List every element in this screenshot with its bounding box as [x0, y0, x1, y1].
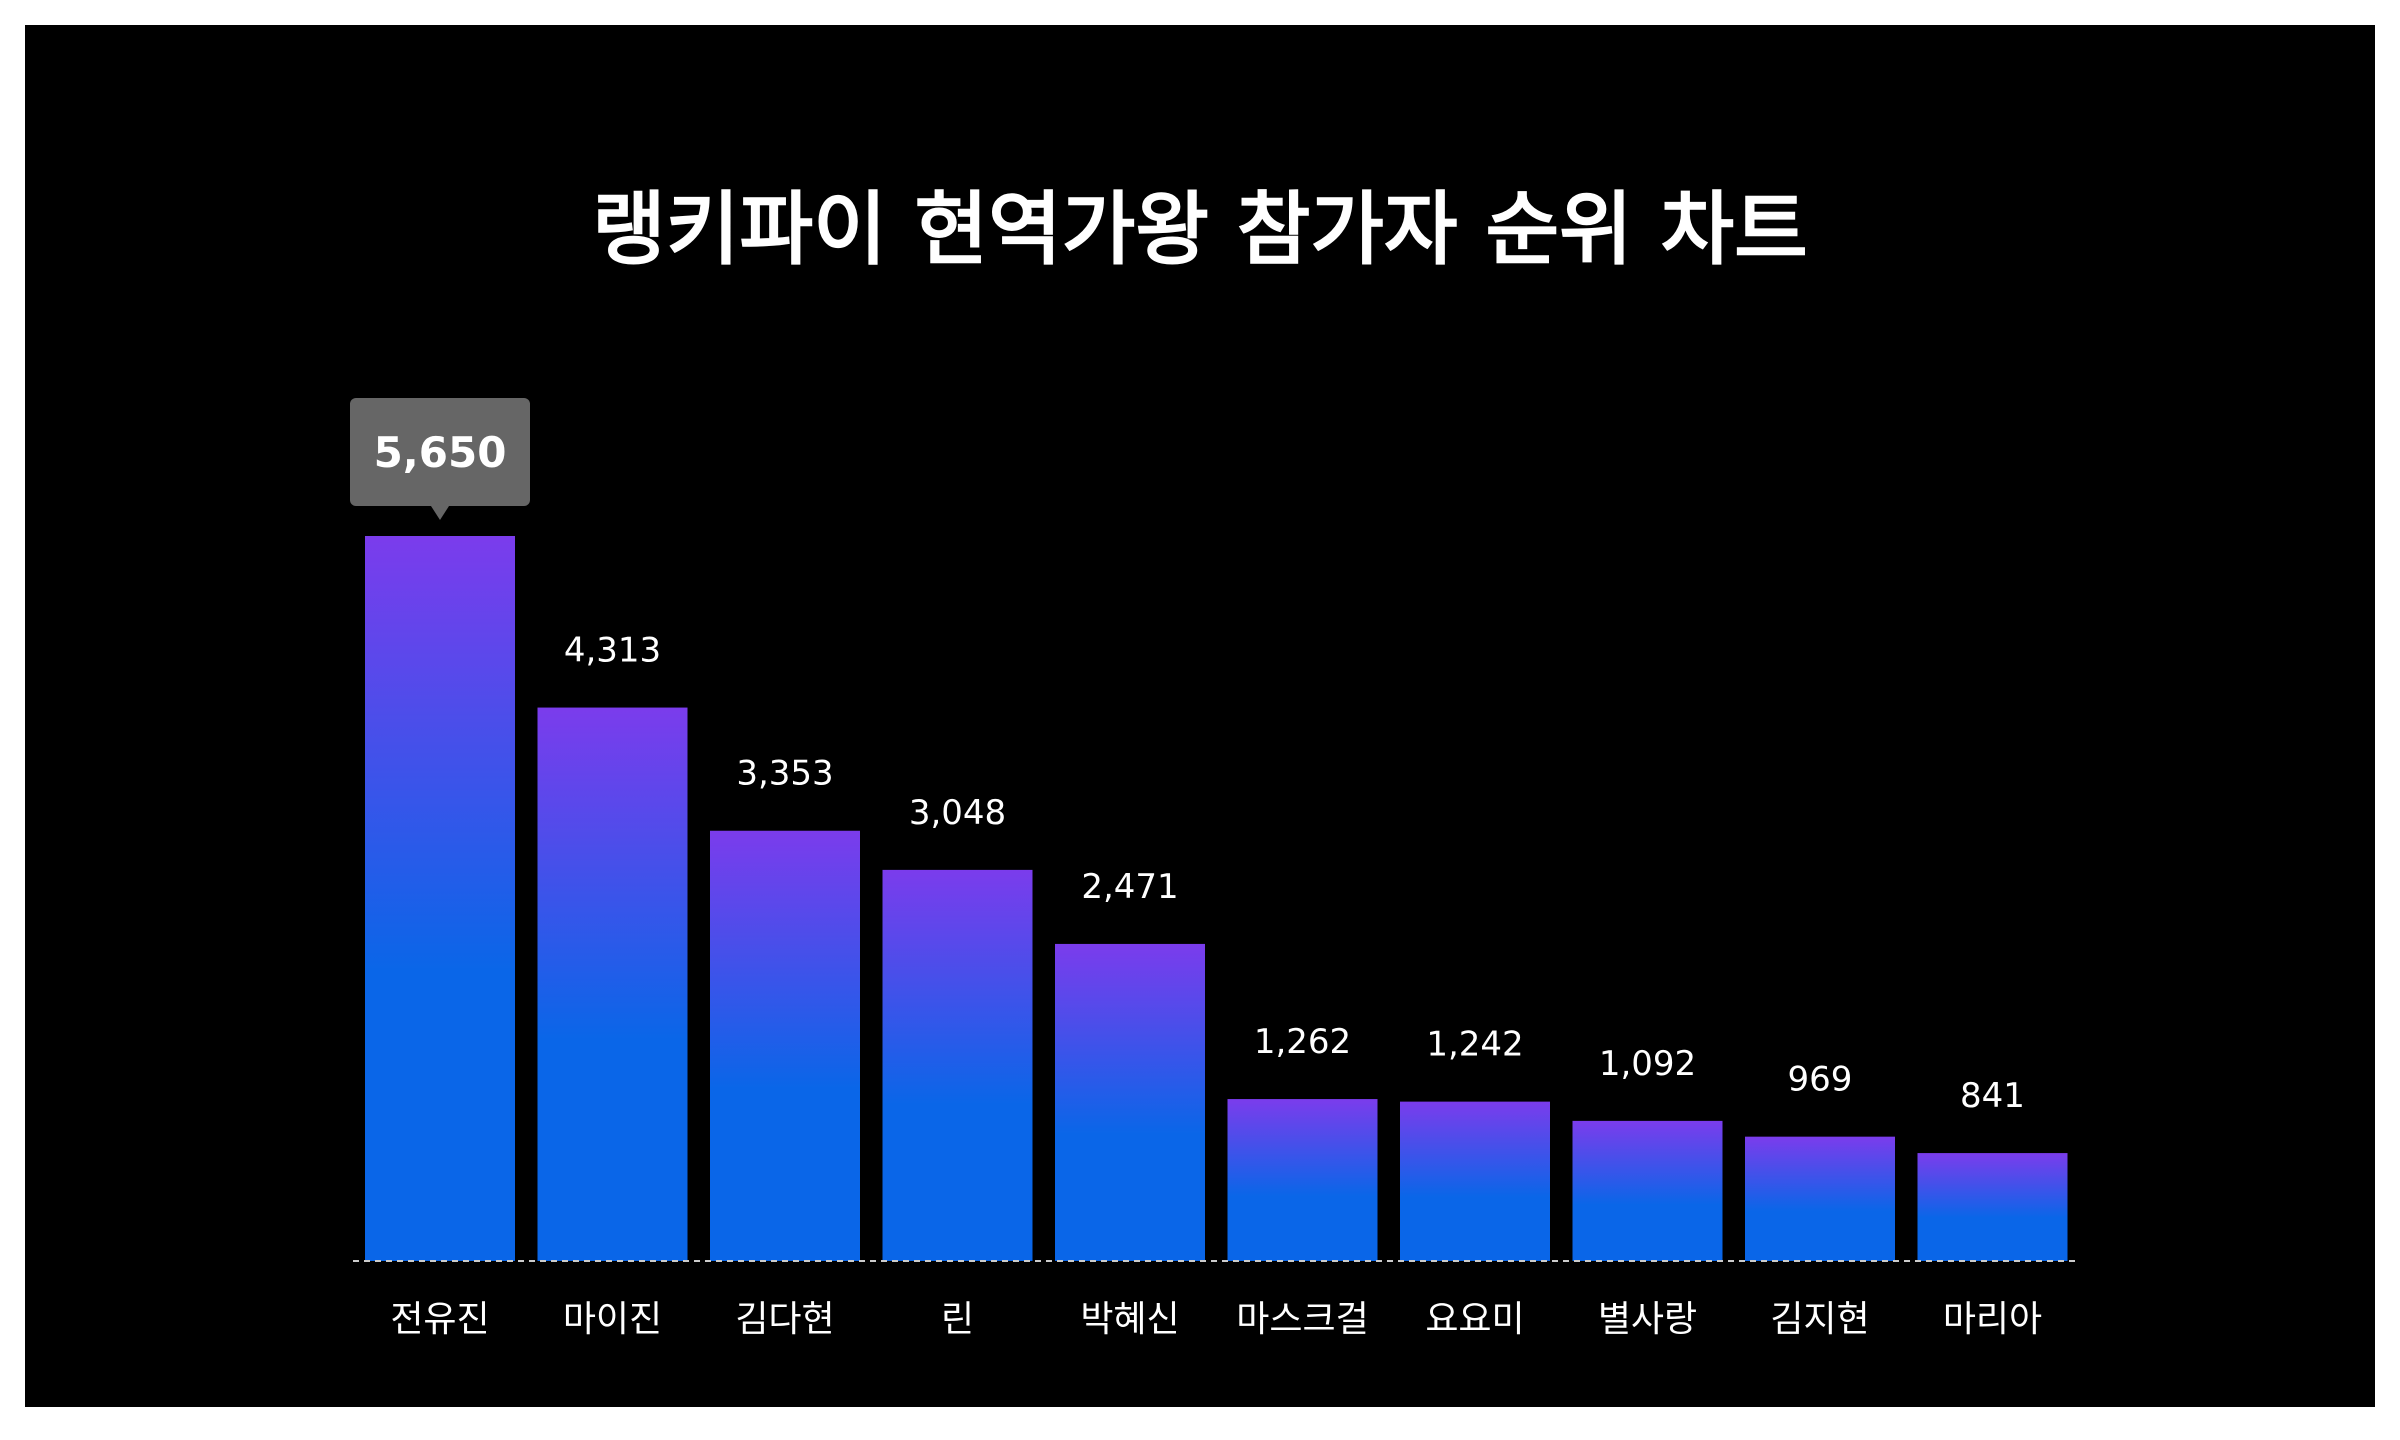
value-label-1: 5,650	[374, 428, 507, 477]
category-label-7: 요요미	[1425, 1299, 1524, 1340]
category-label-2: 마이진	[563, 1299, 662, 1340]
value-label-2: 4,313	[564, 631, 661, 671]
category-label-3: 김다현	[735, 1299, 834, 1340]
bar-9[interactable]	[1745, 1136, 1895, 1261]
category-label-6: 마스크걸	[1236, 1299, 1368, 1340]
category-label-4: 린	[941, 1299, 974, 1340]
value-label-4: 3,048	[909, 793, 1006, 833]
bar-10[interactable]	[1917, 1153, 2068, 1261]
value-label-5: 2,471	[1081, 867, 1178, 907]
bar-1[interactable]	[365, 536, 515, 1261]
bar-chart: 5,650 4,313 3,353 3,048 2,471 1,262 1,242 1,092…	[350, 398, 2080, 1340]
bar-3[interactable]	[710, 830, 860, 1261]
value-label-9: 969	[1788, 1060, 1853, 1100]
value-label-6: 1,262	[1254, 1022, 1351, 1062]
value-label-7: 1,242	[1426, 1025, 1523, 1065]
category-label-1: 전유진	[390, 1299, 489, 1340]
category-labels-layer: 전유진 마이진 김다현 린 박혜신 마스크걸 요요미 별사랑 김지현 마리아	[390, 1299, 2042, 1340]
value-labels-layer: 5,650 4,313 3,353 3,048 2,471 1,262 1,242 1,092…	[350, 398, 2025, 1116]
bar-6[interactable]	[1227, 1099, 1378, 1261]
bar-4[interactable]	[882, 869, 1033, 1261]
bar-8[interactable]	[1572, 1120, 1723, 1261]
bar-7[interactable]	[1400, 1101, 1550, 1261]
bars-layer	[365, 536, 2068, 1261]
category-label-9: 김지현	[1770, 1299, 1869, 1340]
bar-2[interactable]	[537, 707, 688, 1261]
value-label-3: 3,353	[736, 754, 833, 794]
value-tooltip	[350, 398, 530, 506]
bar-5[interactable]	[1055, 943, 1205, 1261]
chart-title: 랭키파이 현역가왕 참가자 순위 차트	[592, 183, 1808, 276]
value-label-10: 841	[1960, 1076, 2025, 1116]
category-label-5: 박혜신	[1080, 1299, 1179, 1340]
tooltip-pointer	[431, 506, 449, 520]
category-label-10: 마리아	[1943, 1299, 2042, 1340]
chart-frame: 랭키파이 현역가왕 참가자 순위 차트 5,650 4,313 3,353 3,048…	[25, 25, 2375, 1407]
value-label-8: 1,092	[1599, 1044, 1696, 1084]
category-label-8: 별사랑	[1598, 1299, 1697, 1340]
